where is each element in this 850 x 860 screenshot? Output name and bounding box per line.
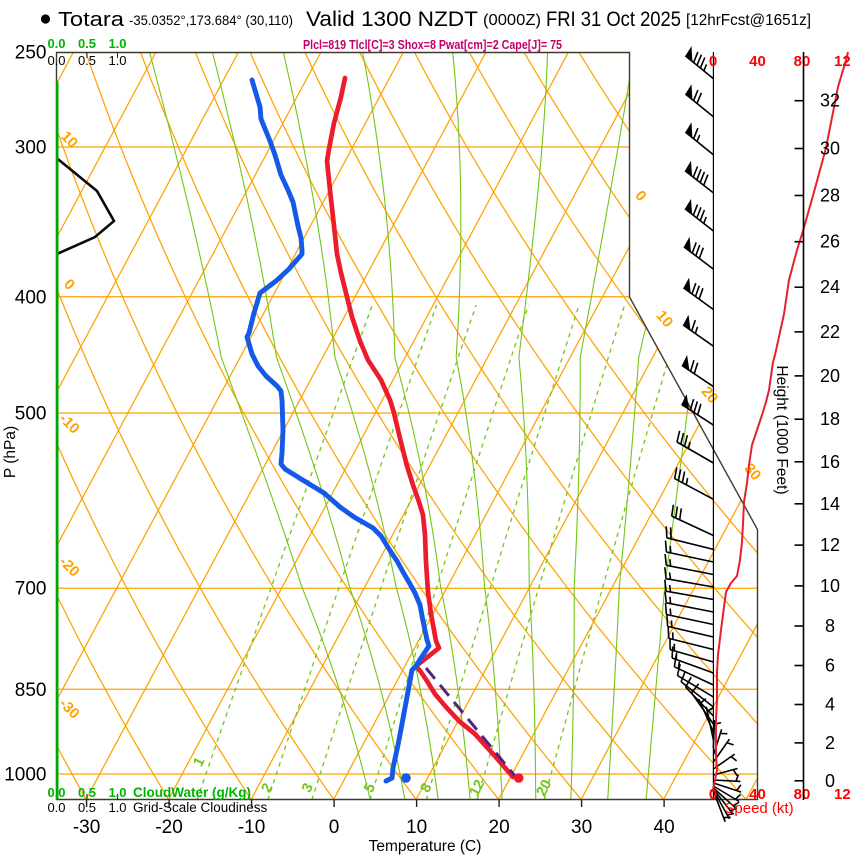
svg-text:Height (1000 Feet): Height (1000 Feet): [773, 365, 790, 494]
svg-text:1.0: 1.0: [108, 36, 126, 51]
svg-text:8: 8: [825, 616, 835, 636]
svg-text:20: 20: [489, 817, 510, 838]
svg-text:250: 250: [15, 43, 47, 64]
svg-text:-30: -30: [73, 817, 100, 838]
svg-text:0.0: 0.0: [47, 800, 65, 815]
svg-text:P (hPa): P (hPa): [2, 426, 19, 478]
svg-text:80: 80: [794, 786, 811, 803]
svg-text:4: 4: [825, 695, 835, 715]
svg-text:0.0: 0.0: [47, 785, 65, 800]
svg-text:12: 12: [467, 777, 489, 799]
svg-text:10: 10: [406, 817, 427, 838]
svg-text:-35.0352°,173.684° (30,110): -35.0352°,173.684° (30,110): [129, 12, 293, 28]
svg-text:Speed (kt): Speed (kt): [724, 800, 793, 817]
svg-text:700: 700: [15, 579, 47, 600]
svg-text:28: 28: [820, 186, 840, 206]
svg-text:-10: -10: [238, 817, 265, 838]
svg-text:Valid 1300 NZDT: Valid 1300 NZDT: [306, 8, 478, 31]
svg-text:18: 18: [820, 409, 840, 429]
svg-text:1.0: 1.0: [108, 53, 126, 68]
svg-text:120: 120: [834, 786, 850, 803]
svg-text:850: 850: [15, 680, 47, 701]
svg-text:32: 32: [820, 91, 840, 111]
svg-text:Totara: Totara: [58, 9, 125, 31]
svg-text:0.5: 0.5: [78, 53, 96, 68]
svg-text:1.0: 1.0: [108, 785, 126, 800]
svg-text:(0000Z): (0000Z): [483, 12, 541, 29]
svg-text:40: 40: [654, 817, 675, 838]
svg-text:0.5: 0.5: [78, 36, 96, 51]
svg-text:30: 30: [571, 817, 592, 838]
svg-text:14: 14: [820, 494, 840, 514]
svg-text:FRI 31 Oct 2025: FRI 31 Oct 2025: [546, 8, 681, 31]
svg-text:0: 0: [709, 53, 717, 70]
svg-text:CloudWater (g/Kg): CloudWater (g/Kg): [133, 785, 251, 800]
svg-text:20: 20: [820, 366, 840, 386]
svg-text:10: 10: [820, 576, 840, 596]
svg-text:0: 0: [329, 817, 340, 838]
svg-text:24: 24: [820, 277, 840, 297]
svg-text:40: 40: [749, 786, 766, 803]
svg-text:0.0: 0.0: [47, 53, 65, 68]
svg-text:6: 6: [825, 656, 835, 676]
svg-text:0: 0: [709, 786, 717, 803]
svg-text:0: 0: [825, 771, 835, 791]
svg-text:0.0: 0.0: [47, 36, 65, 51]
svg-text:0.5: 0.5: [78, 785, 96, 800]
svg-text:30: 30: [820, 139, 840, 159]
svg-text:2: 2: [825, 733, 835, 753]
svg-text:300: 300: [15, 137, 47, 158]
svg-text:1000: 1000: [4, 764, 46, 785]
svg-text:500: 500: [15, 403, 47, 424]
svg-text:22: 22: [820, 322, 840, 342]
svg-text:[12hrFcst@1651z]: [12hrFcst@1651z]: [686, 12, 811, 29]
svg-text:120: 120: [834, 53, 850, 70]
svg-text:Temperature (C): Temperature (C): [369, 838, 482, 855]
svg-text:26: 26: [820, 232, 840, 252]
svg-text:Plcl=819 Tlcl[C]=3 Shox=8 Pwat: Plcl=819 Tlcl[C]=3 Shox=8 Pwat[cm]=2 Cap…: [303, 38, 562, 52]
svg-text:Grid-Scale Cloudiness: Grid-Scale Cloudiness: [133, 800, 268, 815]
svg-text:16: 16: [820, 452, 840, 472]
svg-text:0.5: 0.5: [78, 800, 96, 815]
svg-text:-20: -20: [155, 817, 182, 838]
svg-text:40: 40: [749, 53, 766, 70]
svg-text:400: 400: [15, 287, 47, 308]
svg-text:1.0: 1.0: [108, 800, 126, 815]
svg-text:20: 20: [534, 777, 556, 799]
svg-text:12: 12: [820, 535, 840, 555]
svg-text:80: 80: [794, 53, 811, 70]
